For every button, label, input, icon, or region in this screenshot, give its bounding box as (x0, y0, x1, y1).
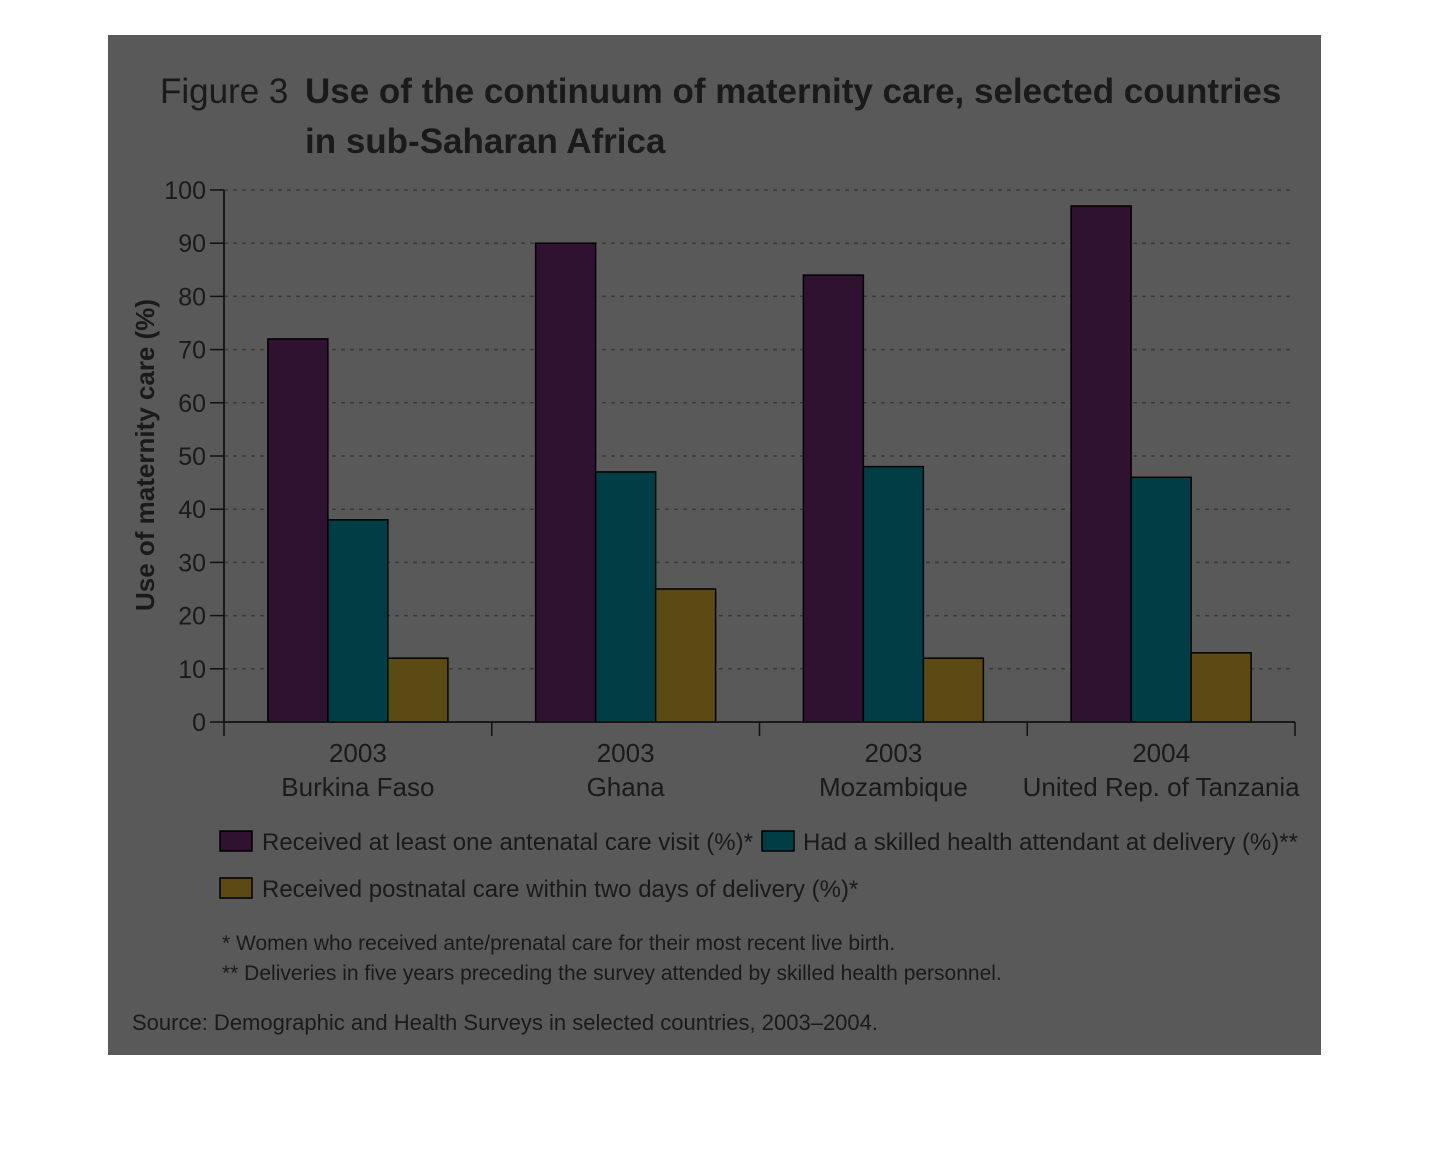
legend-label-postnatal: Received postnatal care within two days … (262, 876, 858, 903)
bar (922, 657, 985, 723)
bar (1130, 476, 1192, 723)
y-tick-label: 10 (178, 656, 206, 684)
y-tick-label: 40 (178, 496, 206, 524)
y-tick-label: 30 (178, 549, 206, 577)
y-tick-label: 0 (192, 709, 206, 737)
chart-title-line-1: Use of the continuum of maternity care, … (305, 72, 1281, 111)
y-tick-label: 90 (178, 230, 206, 258)
y-axis-label: Use of maternity care (%) (130, 299, 160, 611)
bar (654, 588, 717, 723)
y-tick-label: 100 (164, 177, 206, 205)
source-note: Source: Demographic and Health Surveys i… (132, 1010, 878, 1035)
chart-title-line-2: in sub-Saharan Africa (305, 122, 666, 161)
bar (387, 657, 449, 723)
legend-swatch-postnatal (219, 877, 253, 899)
x-category-label: United Rep. of Tanzania (1023, 772, 1301, 802)
x-category-year: 2003 (597, 738, 655, 768)
bars (267, 205, 1252, 723)
y-tick-label: 70 (178, 337, 206, 365)
legend-label-skilled-attendant: Had a skilled health attendant at delive… (803, 829, 1298, 856)
x-category-year: 2003 (864, 738, 922, 768)
bar (802, 274, 865, 723)
bar (327, 519, 389, 723)
figure-label: Figure 3 (160, 72, 288, 111)
y-tick-label: 20 (178, 603, 206, 631)
bar (862, 465, 925, 723)
x-category-label: Mozambique (819, 772, 968, 802)
footnote-2: ** Deliveries in five years preceding th… (222, 962, 1002, 985)
bar (267, 338, 329, 723)
bar (534, 242, 597, 723)
legend-label-antenatal: Received at least one antenatal care vis… (262, 829, 753, 856)
bar (1070, 205, 1132, 723)
x-category-label: Ghana (587, 772, 666, 802)
y-tick-label: 60 (178, 390, 206, 418)
y-tick-label: 80 (178, 283, 206, 311)
bar (1190, 652, 1252, 723)
legend-swatch-antenatal (219, 830, 253, 852)
legend-swatch-skilled-attendant (761, 830, 795, 852)
footnote-1: * Women who received ante/prenatal care … (222, 932, 895, 955)
legend: Received at least one antenatal care vis… (219, 829, 1298, 903)
x-category-year: 2003 (329, 738, 387, 768)
y-tick-label: 50 (178, 443, 206, 471)
x-category-year: 2004 (1132, 738, 1190, 768)
bar (594, 471, 657, 723)
axes: 0 10 20 30 40 50 60 70 80 90 100 2003 Burkina Faso 20… (164, 177, 1300, 802)
x-category-label: Burkina Faso (281, 772, 434, 802)
